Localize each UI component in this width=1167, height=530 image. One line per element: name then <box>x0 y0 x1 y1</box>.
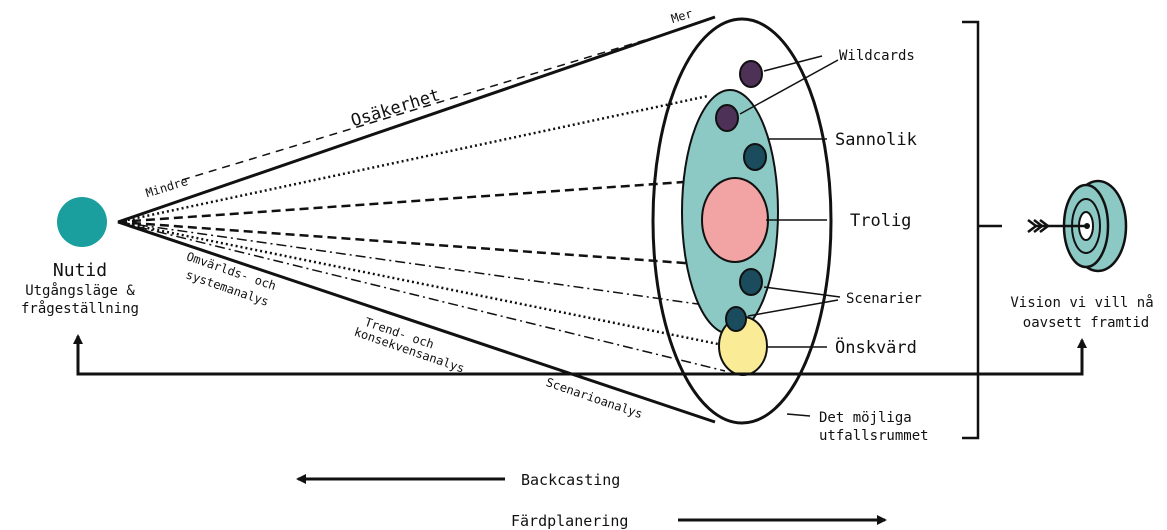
dashdot-line-upper <box>117 221 741 311</box>
dotted-line-lower <box>117 220 719 346</box>
nutid-circle <box>57 197 107 247</box>
plausible-circle <box>701 177 769 263</box>
right-brace <box>962 20 1002 440</box>
scenario-dot-2 <box>739 268 763 296</box>
nutid-title: Nutid <box>53 260 107 281</box>
scenario-dot-1 <box>743 143 767 171</box>
uncertainty-more: Mer <box>669 6 694 26</box>
dashed-line-lower <box>117 220 713 267</box>
label-sannolik: Sannolik <box>835 130 917 150</box>
label-mojliga-line1: Det möjliga <box>819 410 912 426</box>
label-scenarier: Scenarier <box>846 291 922 307</box>
target-arrow-icon <box>1027 179 1128 273</box>
wildcards-connector-2 <box>739 59 839 115</box>
label-mojliga-line2: utfallsrummet <box>819 428 929 444</box>
scenarier-connector-1 <box>763 286 841 298</box>
feedback-loop-line <box>76 338 1087 376</box>
wildcard-dot-2 <box>715 104 739 132</box>
wildcards-connector-1 <box>763 55 823 72</box>
scenario-dot-3 <box>725 306 747 332</box>
possible-outcomes-ellipse <box>651 17 833 425</box>
label-onskvard: Önskvärd <box>835 336 917 358</box>
nutid-line1: Utgångsläge & <box>25 282 135 299</box>
cone-lower-edge <box>117 220 716 424</box>
vision-line2: oavsett framtid <box>1023 315 1149 331</box>
label-wildcards: Wildcards <box>839 48 915 64</box>
label-trolig: Trolig <box>850 211 911 231</box>
vision-line1: Vision vi vill nå <box>1010 294 1153 311</box>
dashed-line-upper <box>117 178 713 224</box>
cone-upper-edge <box>117 15 716 224</box>
wildcard-dot-1 <box>739 60 763 88</box>
uncertainty-label: Osäkerhet <box>349 85 443 131</box>
mojliga-connector <box>786 413 811 417</box>
scenarier-connector-2 <box>747 299 839 317</box>
backcasting-label: Backcasting <box>521 471 620 489</box>
fardplanering-label: Färdplanering <box>511 512 628 530</box>
nutid-line2: frågeställning <box>21 300 139 317</box>
dashdot-line-lower <box>117 221 726 372</box>
dotted-line-upper <box>117 94 709 224</box>
uncertainty-less: Mindre <box>144 174 190 200</box>
uncertainty-line <box>181 26 689 181</box>
